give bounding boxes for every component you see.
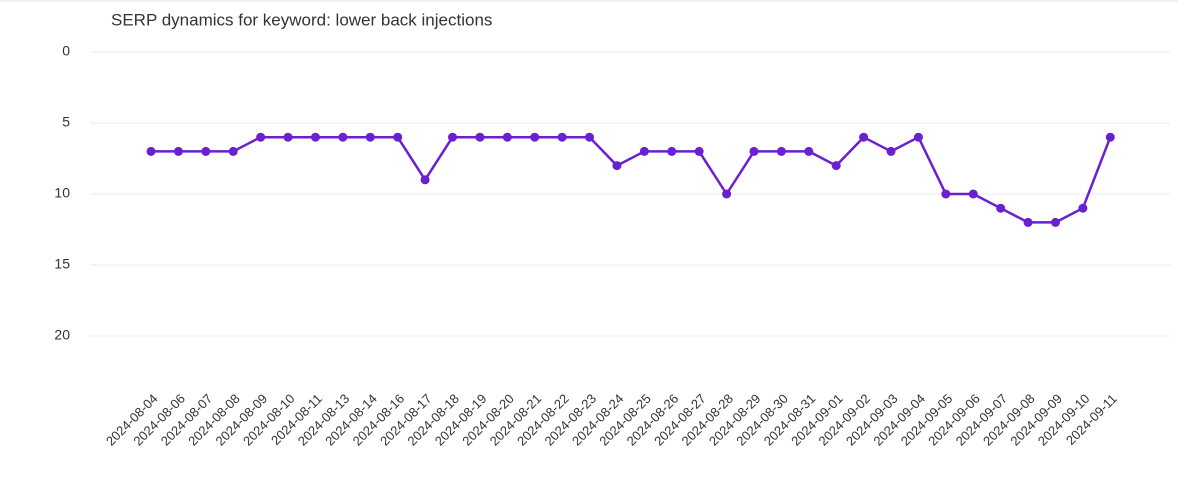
y-tick-label: 5 [62,114,70,130]
point [804,146,814,156]
chart-title: SERP dynamics for keyword: lower back in… [111,10,492,29]
point [530,132,540,142]
point [201,146,211,156]
point [310,132,320,142]
point [475,132,485,142]
point [886,146,896,156]
point [667,146,677,156]
point [365,132,375,142]
y-tick-label: 20 [54,327,70,343]
point [228,146,238,156]
point [1023,217,1033,227]
point [749,146,759,156]
point [941,189,951,199]
point [776,146,786,156]
point [146,146,156,156]
point [1105,132,1115,142]
point [557,132,567,142]
point [612,161,622,171]
point [502,132,512,142]
point [968,189,978,199]
point [173,146,183,156]
point [447,132,457,142]
point [585,132,595,142]
point [639,146,649,156]
point [831,161,841,171]
y-tick-label: 0 [62,43,70,59]
point [694,146,704,156]
point [420,175,430,185]
point [996,203,1006,213]
point [859,132,869,142]
point [913,132,923,142]
point [256,132,266,142]
point [722,189,732,199]
line [151,135,1112,224]
y-tick-label: 10 [54,185,70,201]
point [1050,217,1060,227]
y-tick-label: 15 [54,256,70,272]
point [1078,203,1088,213]
point [393,132,403,142]
point [283,132,293,142]
point [338,132,348,142]
